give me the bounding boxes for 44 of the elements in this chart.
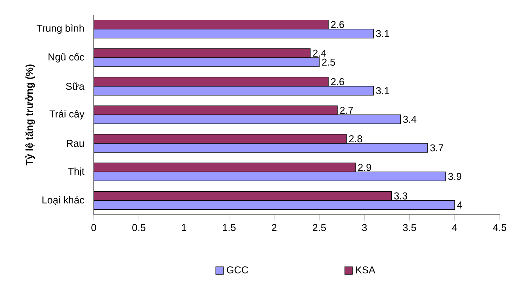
data-label: 2.6 <box>331 21 344 28</box>
bar <box>94 29 374 39</box>
x-tick-label: 3.5 <box>403 224 416 232</box>
bar <box>94 143 428 153</box>
bar <box>94 172 446 182</box>
data-label: 3.7 <box>430 144 444 152</box>
y-tick-label: Trái cây <box>50 110 85 120</box>
x-tick-label: 3 <box>362 224 368 232</box>
data-label: 2.9 <box>358 164 372 172</box>
x-tick-label: 2 <box>272 224 277 232</box>
x-tick-label: 0.5 <box>132 224 146 232</box>
data-label: 2.8 <box>349 136 362 143</box>
data-label: 3.9 <box>448 173 462 180</box>
bar <box>94 20 329 30</box>
x-tick-label: 2.5 <box>313 224 326 232</box>
bar <box>94 162 356 172</box>
y-tick-label: Rau <box>67 140 84 148</box>
data-label: 2.6 <box>331 78 344 86</box>
data-label: 4 <box>457 202 462 209</box>
x-tick-label: 1 <box>182 224 187 232</box>
y-tick-label: Trung bình <box>36 24 84 34</box>
data-label: 3.3 <box>394 192 408 200</box>
data-label: 2.5 <box>322 58 336 66</box>
bar <box>94 200 456 210</box>
y-tick-label: Loại khác <box>42 196 84 206</box>
data-label: 3.1 <box>376 30 390 38</box>
bar <box>94 77 329 87</box>
x-tick-label: 4 <box>452 224 458 232</box>
y-tick-label: Ngũ cốc <box>48 52 84 63</box>
y-tick-label: Thịt <box>68 168 85 177</box>
legend-label: KSA <box>356 266 376 274</box>
x-tick-label: 4.5 <box>493 224 507 232</box>
x-tick-label: 1.5 <box>223 224 236 232</box>
data-label: 3.4 <box>403 116 417 124</box>
data-label: 3.1 <box>376 87 390 95</box>
y-axis-title: Tỷ lệ tăng trưởng (%) <box>26 64 36 166</box>
legend-label: GCC <box>227 266 248 274</box>
bar <box>94 191 392 201</box>
x-tick-label: 0 <box>92 224 96 232</box>
bar <box>94 58 320 68</box>
data-label: 2.4 <box>313 50 326 57</box>
y-tick-label: Sữa <box>66 82 85 90</box>
data-label: 2.7 <box>340 106 354 114</box>
bar <box>94 48 311 58</box>
